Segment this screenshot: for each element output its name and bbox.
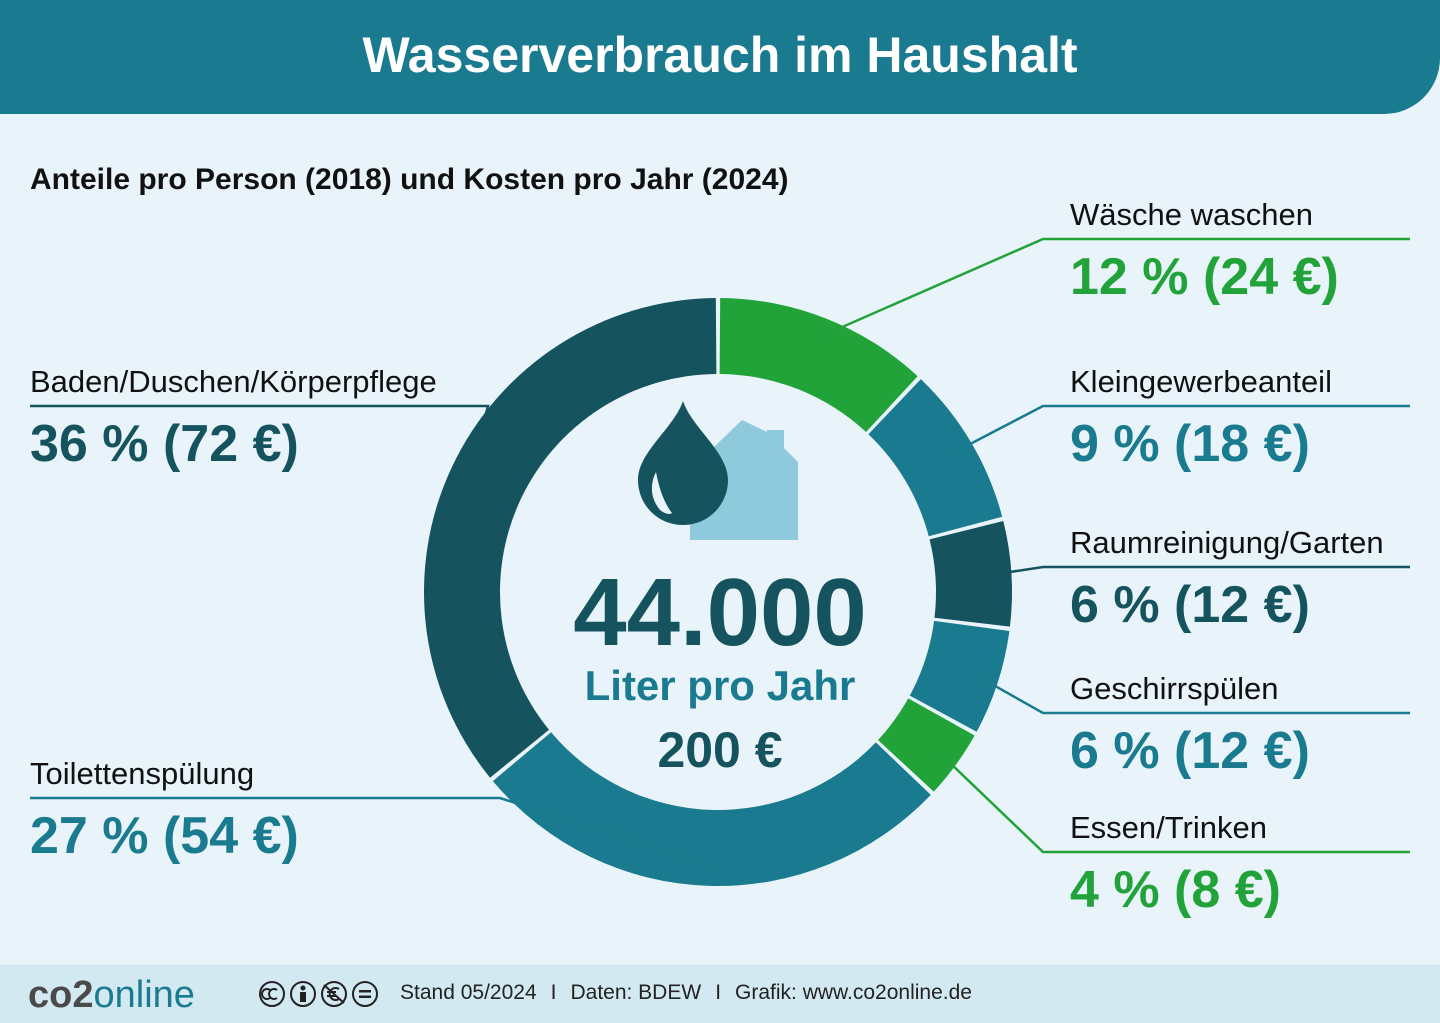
title-banner: Wasserverbrauch im Haushalt [0, 0, 1440, 114]
nd-icon [352, 981, 378, 1007]
footer-stand: Stand 05/2024 [400, 981, 537, 1004]
category-label: Baden/Duschen/Körperpflege [30, 364, 437, 399]
co2online-logo: co2online [28, 974, 195, 1016]
license-icons [259, 981, 378, 1007]
footer-credits: Stand 05/2024 I Daten: BDEW I Grafik: www.co… [400, 979, 972, 1007]
category-label: Essen/Trinken [1070, 810, 1267, 845]
slice-toilettenspuelung [492, 732, 931, 886]
water-house-icon [638, 401, 798, 540]
footer-source: Daten: BDEW [570, 981, 702, 1004]
cc-icon [259, 981, 285, 1007]
slice-baden-duschen-koerperpflege [424, 298, 717, 778]
footer-separator: I [715, 981, 722, 1004]
value-label: 36 % (72 €) [30, 415, 299, 473]
value-label: 9 % (18 €) [1070, 415, 1310, 473]
category-label: Geschirrspülen [1070, 671, 1278, 706]
value-label: 6 % (12 €) [1070, 576, 1310, 634]
category-label: Raumreinigung/Garten [1070, 525, 1384, 560]
footer: co2online Stand 05/2024 I Daten: BDEW I Graf… [0, 965, 1440, 1023]
by-icon [290, 981, 316, 1007]
total-volume: 44.000 [573, 559, 867, 666]
value-label: 27 % (54 €) [30, 807, 299, 865]
value-label: 6 % (12 €) [1070, 722, 1310, 780]
water-drop-icon [638, 401, 728, 525]
leader-line-geschirrspuelen [977, 675, 1410, 715]
category-label: Kleingewerbeanteil [1070, 364, 1332, 399]
total-cost: 200 € [657, 722, 783, 778]
chart-subtitle: Anteile pro Person (2018) und Kosten pro… [30, 163, 789, 196]
leader-line-kleingewerbeanteil [953, 404, 1410, 454]
slice-waesche-waschen [719, 298, 918, 432]
category-label: Toilettenspülung [30, 756, 254, 791]
footer-separator: I [550, 981, 557, 1004]
slice-geschirrspuelen [909, 620, 1010, 732]
leader-line-raumreinigung-garten [991, 565, 1410, 577]
value-label: 12 % (24 €) [1070, 248, 1339, 306]
slice-raumreinigung-garten [929, 520, 1012, 627]
water-drop-highlight [651, 472, 672, 514]
footer-graphic: Grafik: www.co2online.de [735, 981, 972, 1004]
category-label: Wäsche waschen [1070, 197, 1313, 232]
nc-icon [321, 981, 347, 1007]
slice-essen-trinken [878, 698, 975, 792]
leader-line-essen-trinken [938, 752, 1410, 854]
leader-line-baden-duschen-koerperpflege [30, 404, 490, 476]
value-label: 4 % (8 €) [1070, 861, 1281, 919]
total-volume-unit: Liter pro Jahr [584, 662, 856, 709]
leader-line-toilettenspuelung [30, 796, 710, 868]
house-icon [690, 420, 798, 540]
slice-kleingewerbeanteil [868, 379, 1003, 537]
leader-line-waesche-waschen [818, 237, 1410, 339]
page-title: Wasserverbrauch im Haushalt [362, 27, 1078, 83]
